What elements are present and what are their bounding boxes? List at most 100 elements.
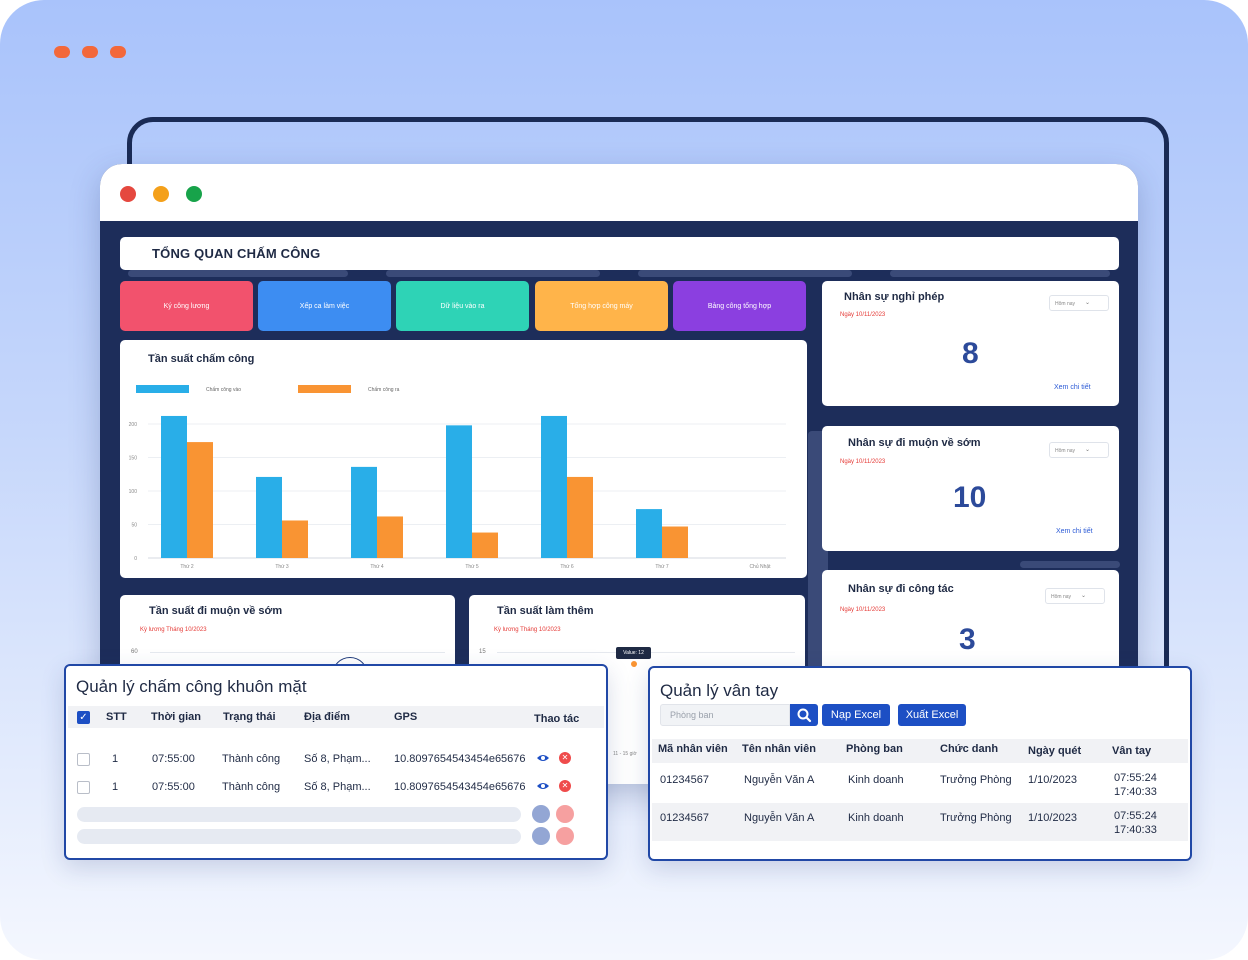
- x-tick-label: Thứ 7: [655, 564, 669, 570]
- chevron-down-icon: ⌄: [1084, 447, 1090, 453]
- stat-card-date: Ngày 10/11/2023: [840, 607, 886, 613]
- face-attendance-panel: Quản lý chấm công khuôn mặt ✓ STT Thời g…: [64, 664, 608, 860]
- column-header: GPS: [394, 711, 418, 723]
- late-early-title: Tần suất đi muộn về sớm: [149, 605, 283, 617]
- select-all-checkbox[interactable]: ✓: [77, 711, 90, 724]
- x-tick-label: Thứ 2: [180, 564, 194, 570]
- period-select[interactable]: Hôm nay ⌄: [1049, 442, 1109, 458]
- table-row: [652, 803, 1188, 841]
- eye-icon[interactable]: [536, 781, 550, 791]
- placeholder-row: [77, 829, 521, 844]
- page-title-card: TỔNG QUAN CHẤM CÔNG: [120, 237, 1119, 270]
- x-tick-label: Thứ 4: [370, 564, 384, 570]
- tile-ky-cong-luong[interactable]: Ký công lương: [120, 281, 253, 331]
- view-details-link[interactable]: Xem chi tiết: [1054, 384, 1091, 391]
- bar: [541, 415, 567, 558]
- overtime-sub: Kỳ lương Tháng 10/2023: [494, 627, 561, 633]
- bar: [256, 476, 282, 558]
- legend-swatch: [298, 385, 351, 393]
- fingerprint-panel-title: Quản lý vân tay: [660, 681, 779, 700]
- export-excel-button[interactable]: Xuất Excel: [898, 704, 966, 726]
- y-tick-label: 150: [129, 456, 138, 462]
- y-tick-label: 200: [129, 422, 138, 428]
- column-header: Chức danh: [940, 743, 999, 755]
- delete-icon[interactable]: ✕: [559, 752, 571, 764]
- bar: [161, 415, 187, 558]
- stat-value: 8: [962, 337, 979, 370]
- axis-tick: 15: [479, 649, 486, 655]
- column-header: STT: [106, 711, 127, 723]
- delete-icon[interactable]: ✕: [559, 780, 571, 792]
- column-header: Địa điểm: [304, 711, 350, 723]
- placeholder-row: [77, 807, 521, 822]
- x-tick-label: Thứ 3: [275, 564, 289, 570]
- stat-value: 3: [959, 623, 976, 656]
- attendance-chart-card: Tần suất chấm công Chấm công vào Chấm công…: [120, 340, 807, 578]
- maximize-window-button[interactable]: [186, 186, 202, 202]
- chevron-down-icon: ⌄: [1084, 300, 1090, 306]
- row-checkbox[interactable]: [77, 753, 90, 766]
- y-tick-label: 100: [129, 489, 138, 495]
- tooltip-point: [631, 661, 637, 667]
- bar: [662, 526, 688, 558]
- eye-icon[interactable]: [536, 753, 550, 763]
- placeholder-dot: [532, 827, 550, 845]
- y-tick-label: 0: [134, 556, 137, 562]
- window-title-bar: [100, 164, 1138, 221]
- tile-tong-hop-cong-may[interactable]: Tổng hợp công máy: [535, 281, 668, 331]
- column-header: Phòng ban: [846, 743, 903, 755]
- column-header: Mã nhân viên: [658, 743, 728, 755]
- legend-swatch: [136, 385, 189, 393]
- y-tick-label: 50: [131, 523, 137, 529]
- view-details-link[interactable]: Xem chi tiết: [1056, 528, 1093, 535]
- minimize-window-button[interactable]: [153, 186, 169, 202]
- column-header: Ngày quét: [1028, 745, 1082, 757]
- period-select[interactable]: Hôm nay ⌄: [1049, 295, 1109, 311]
- attendance-bar-chart: Tần suất chấm công Chấm công vào Chấm công…: [129, 353, 786, 570]
- search-icon: [797, 708, 812, 723]
- axis-tick: 60: [131, 649, 138, 655]
- column-header: Vân tay: [1112, 745, 1152, 757]
- tile-du-lieu-vao-ra[interactable]: Dữ liệu vào ra: [396, 281, 529, 331]
- department-search-input[interactable]: Phòng ban: [660, 704, 790, 726]
- x-tick-label: Thứ 5: [465, 564, 479, 570]
- import-excel-button[interactable]: Nạp Excel: [822, 704, 890, 726]
- fingerprint-panel: Quản lý vân tay Phòng ban Nạp Excel Xuất…: [648, 666, 1192, 861]
- chart-tooltip: Value: 12: [616, 647, 651, 659]
- legend-label: Chấm công ra: [368, 387, 400, 393]
- stat-card-title: Nhân sự nghỉ phép: [844, 291, 945, 303]
- bar: [446, 425, 472, 558]
- bar: [567, 476, 593, 558]
- x-tick: 11 - 15 giờ: [613, 751, 637, 757]
- x-tick-label: Chủ Nhật: [749, 563, 771, 570]
- late-early-sub: Kỳ lương Tháng 10/2023: [140, 627, 207, 633]
- chart-title: Tần suất chấm công: [148, 353, 254, 365]
- bar: [187, 442, 213, 558]
- chevron-down-icon: ⌄: [1080, 593, 1086, 599]
- bar: [377, 516, 403, 558]
- stat-value: 10: [953, 481, 987, 514]
- bar: [472, 532, 498, 558]
- x-tick-label: Thứ 6: [560, 564, 574, 570]
- bar: [282, 520, 308, 558]
- page-title: TỔNG QUAN CHẤM CÔNG: [152, 246, 321, 261]
- stat-card-title: Nhân sự đi muộn về sớm: [848, 437, 981, 449]
- period-select[interactable]: Hôm nay ⌄: [1045, 588, 1105, 604]
- column-header: Thao tác: [534, 713, 580, 725]
- legend-label: Chấm công vào: [206, 387, 241, 393]
- tile-xep-ca-lam-viec[interactable]: Xếp ca làm việc: [258, 281, 391, 331]
- stat-card-date: Ngày 10/11/2023: [840, 459, 886, 465]
- stat-card-late: Nhân sự đi muộn về sớm Ngày 10/11/2023 H…: [822, 426, 1119, 551]
- column-header: Thời gian: [151, 711, 201, 723]
- placeholder-dot: [532, 805, 550, 823]
- row-checkbox[interactable]: [77, 781, 90, 794]
- fingerprint-table-header: [652, 739, 1188, 763]
- overtime-title: Tần suất làm thêm: [497, 605, 594, 617]
- stat-card-leave: Nhân sự nghỉ phép Ngày 10/11/2023 Hôm na…: [822, 281, 1119, 406]
- close-window-button[interactable]: [120, 186, 136, 202]
- stat-card-title: Nhân sự đi công tác: [848, 583, 954, 595]
- decorative-dots: [54, 46, 126, 58]
- tile-bang-cong-tong-hop[interactable]: Bảng công tổng hợp: [673, 281, 806, 331]
- search-button[interactable]: [790, 704, 818, 726]
